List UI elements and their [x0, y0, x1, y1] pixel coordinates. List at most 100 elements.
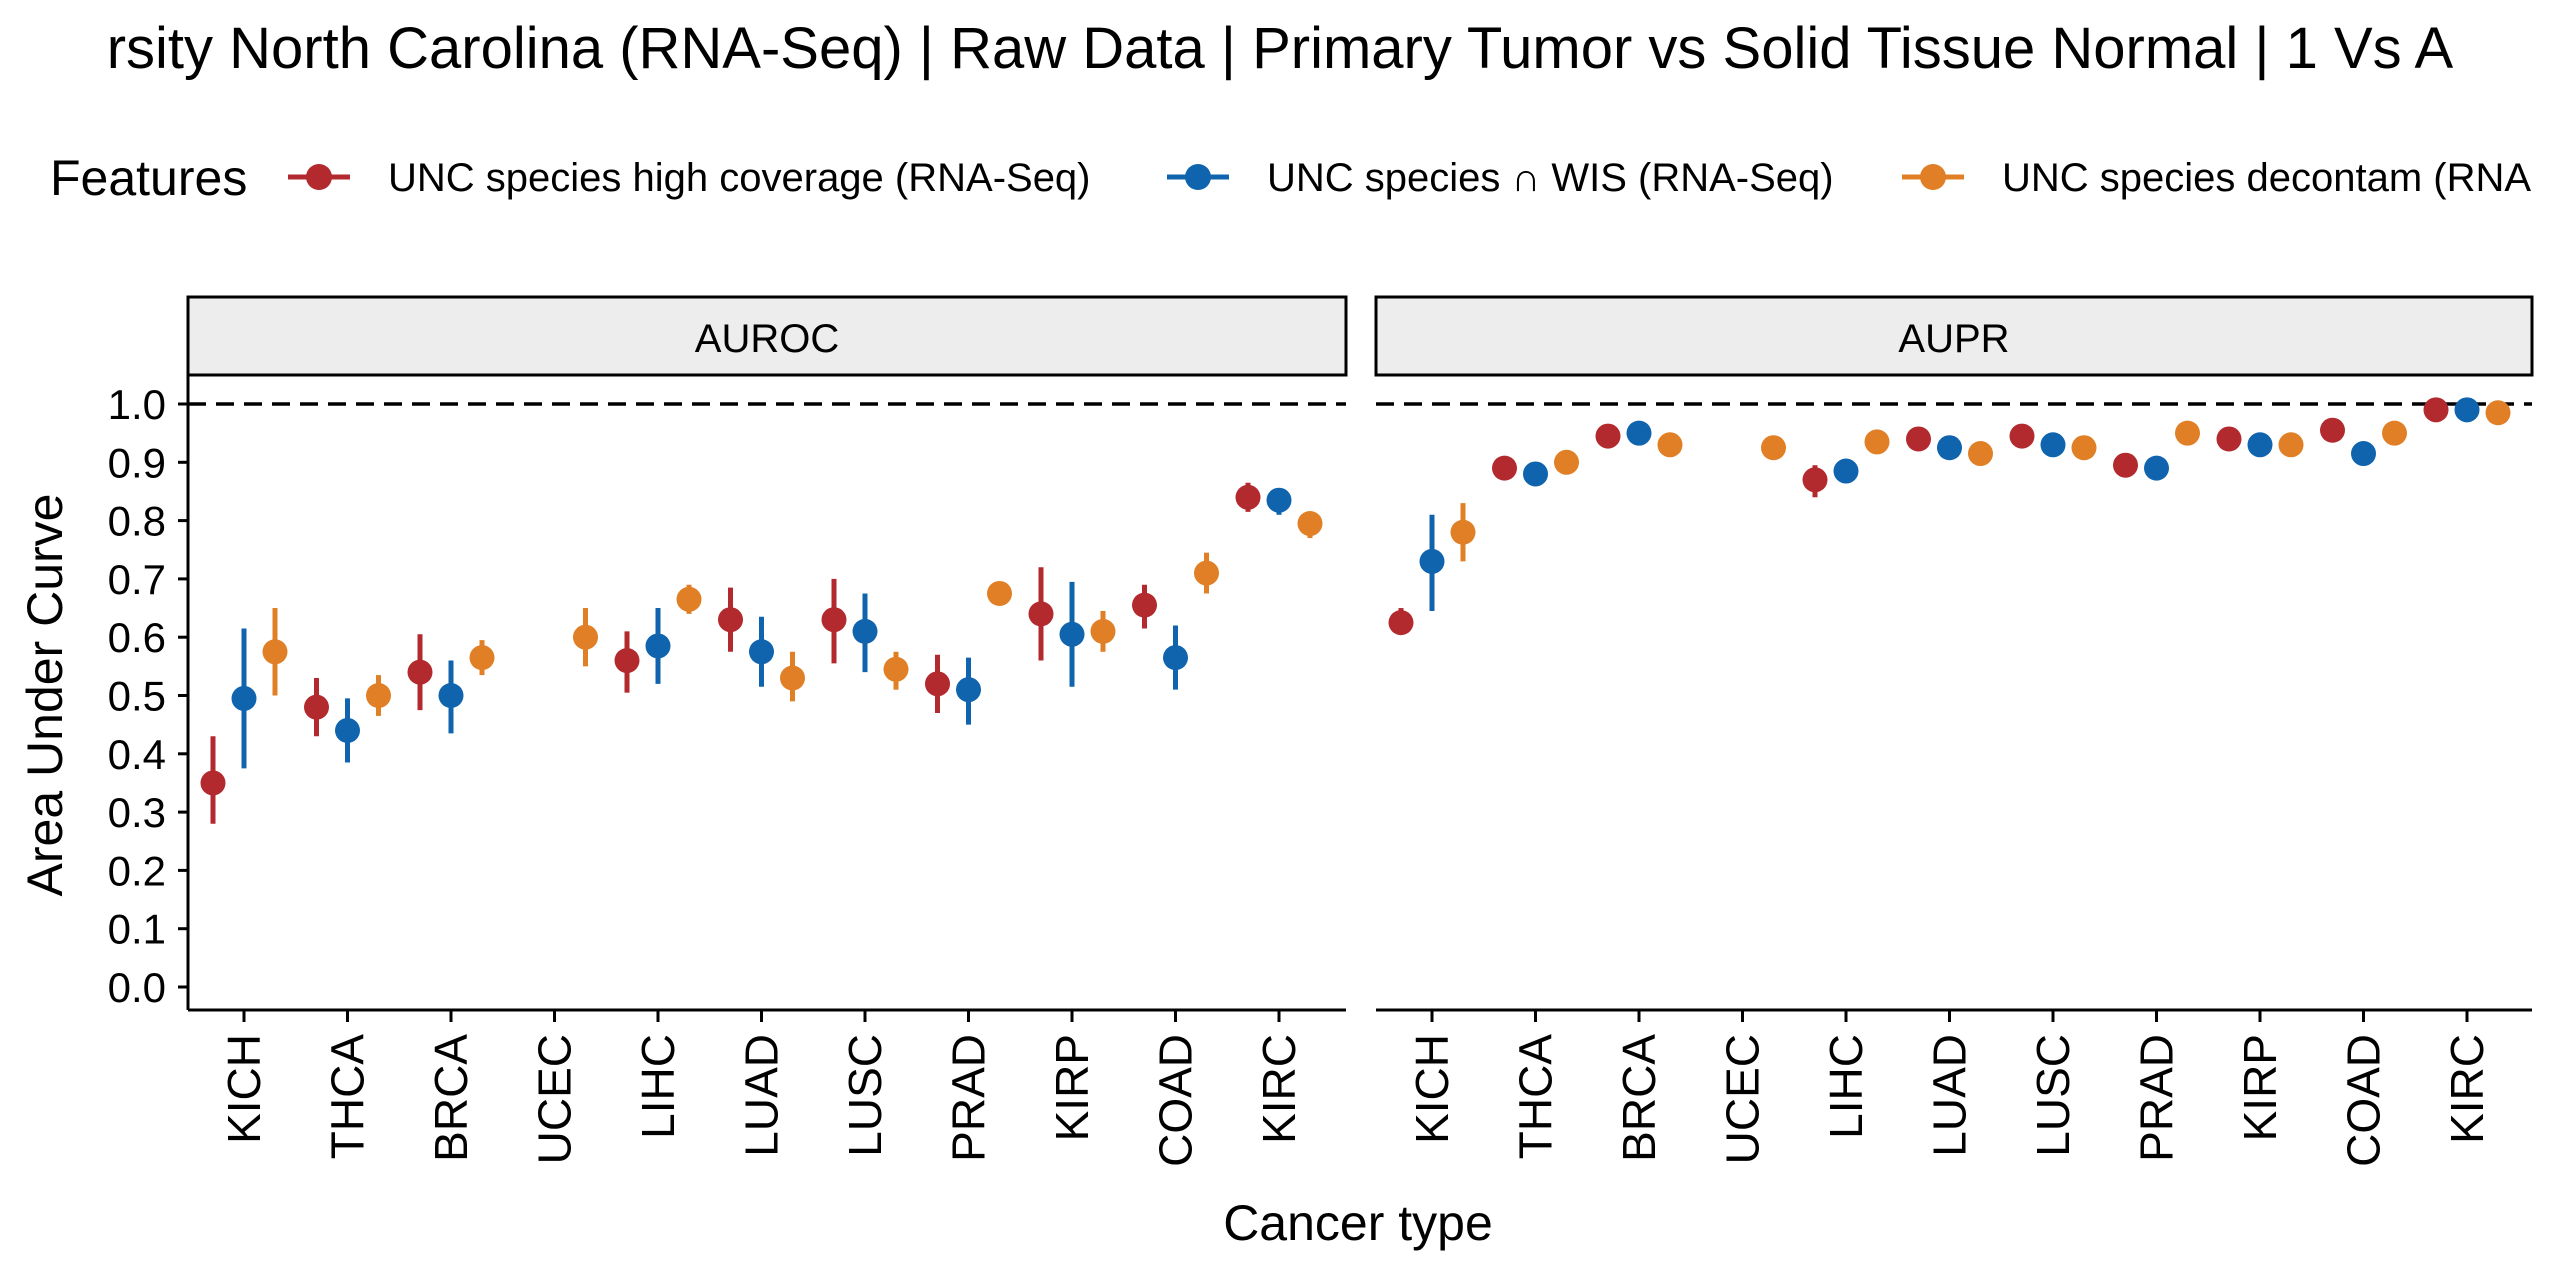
legend-title: Features: [50, 150, 247, 206]
x-tick-label: BRCA: [425, 1034, 477, 1162]
series-2: [231, 487, 1292, 769]
data-point: [1833, 458, 1859, 484]
data-point: [987, 580, 1012, 606]
x-tick-label: PRAD: [943, 1034, 995, 1162]
data-point: [1937, 435, 1962, 461]
data-point: [2351, 441, 2376, 467]
data-point: [2040, 432, 2066, 458]
data-point: [1657, 432, 1683, 458]
x-tick-label: LUAD: [1924, 1034, 1976, 1157]
legend: Features UNC species high coverage (RNA-…: [50, 150, 2531, 206]
x-tick-label: LIHC: [1820, 1034, 1872, 1139]
data-point: [1595, 423, 1621, 449]
data-point: [2216, 426, 2242, 452]
legend-key-point: [306, 164, 332, 190]
legend-label: UNC species high coverage (RNA-Seq): [388, 156, 1091, 200]
chart-title: rsity North Carolina (RNA-Seq) | Raw Dat…: [107, 16, 2454, 81]
legend-key-point: [1185, 164, 1211, 190]
y-tick-label: 0.7: [108, 556, 166, 603]
x-tick-label: KIRC: [1253, 1034, 1305, 1144]
data-point: [1194, 560, 1219, 586]
x-tick-label: THCA: [322, 1034, 374, 1160]
x-tick-label: LIHC: [632, 1034, 684, 1139]
data-point: [1554, 449, 1579, 475]
data-point: [2071, 435, 2097, 461]
x-tick-label: PRAD: [2131, 1034, 2183, 1162]
series-3: [1450, 400, 2511, 562]
data-point: [2454, 397, 2480, 423]
legend-entry: UNC species ∩ WIS (RNA-Seq): [1167, 156, 1834, 200]
x-tick-label: LUSC: [839, 1034, 891, 1157]
x-tick-label: KIRP: [2234, 1034, 2286, 1141]
series-3: [262, 511, 1323, 716]
data-point: [925, 671, 950, 697]
data-point: [1968, 441, 1993, 467]
data-point: [1059, 621, 1085, 647]
data-point: [1297, 511, 1323, 537]
x-tick-label: UCEC: [1717, 1034, 1769, 1164]
y-tick-label: 0.0: [108, 964, 166, 1011]
data-point: [2382, 420, 2407, 446]
data-point: [821, 607, 847, 633]
series-2: [1419, 397, 2480, 611]
x-tick-label: KIRP: [1046, 1034, 1098, 1141]
data-point: [956, 677, 981, 703]
data-point: [1090, 618, 1116, 644]
data-point: [2320, 417, 2345, 443]
data-point: [1864, 429, 1890, 455]
data-point: [262, 639, 288, 665]
data-point: [2247, 432, 2273, 458]
data-point: [1761, 435, 1786, 461]
y-tick-label: 0.8: [108, 498, 166, 545]
y-tick-label: 1.0: [108, 381, 166, 428]
data-point: [718, 607, 743, 633]
data-point: [231, 685, 257, 711]
data-point: [1450, 519, 1476, 545]
legend-entries: UNC species high coverage (RNA-Seq) UNC s…: [288, 156, 2531, 200]
data-point: [883, 656, 909, 682]
panel-auroc: AUROC 0.0 0.1 0.2 0.3 0.4 0.5 0.6 0.7 0.8 0.9 1.0 KI…: [108, 295, 1348, 1167]
data-point: [1802, 467, 1828, 493]
data-point: [1523, 461, 1548, 487]
data-point: [1388, 610, 1414, 636]
data-point: [1492, 455, 1517, 481]
data-point: [438, 683, 464, 708]
data-point: [1132, 592, 1157, 618]
facet-strip: [186, 295, 1348, 377]
series-1: [200, 482, 1261, 824]
data-point: [573, 624, 598, 650]
data-point: [614, 648, 640, 674]
x-axis-title: Cancer type: [1223, 1195, 1493, 1251]
data-point: [335, 717, 360, 743]
x-tick-label: BRCA: [1613, 1034, 1665, 1162]
data-point: [1028, 601, 1054, 627]
data-point: [749, 639, 774, 665]
x-tick-label: COAD: [2338, 1034, 2390, 1167]
y-tick-label: 0.9: [108, 439, 166, 486]
facet-strip-label: AUPR: [1898, 317, 2009, 361]
data-point: [2144, 455, 2169, 481]
x-tick-label: KIRC: [2441, 1034, 2493, 1144]
y-axis-title: Area Under Curve: [17, 494, 73, 897]
y-tick-label: 0.1: [108, 906, 166, 953]
data-point: [304, 694, 329, 720]
data-point: [645, 633, 671, 659]
data-point: [676, 586, 702, 612]
data-point: [1626, 420, 1652, 446]
x-tick-label: THCA: [1510, 1034, 1562, 1160]
x-tick-label: KICH: [1406, 1034, 1458, 1144]
y-tick-label: 0.3: [108, 789, 166, 836]
x-tick-label: UCEC: [529, 1034, 581, 1164]
legend-key-point: [1920, 164, 1946, 190]
x-tick-label: KICH: [218, 1034, 270, 1144]
data-point: [407, 659, 433, 685]
data-point: [780, 665, 805, 691]
legend-entry: UNC species decontam (RNA: [1902, 156, 2531, 200]
x-tick-label: COAD: [1150, 1034, 1202, 1167]
y-tick-label: 0.4: [108, 731, 166, 778]
data-point: [1235, 484, 1261, 510]
data-point: [200, 770, 226, 796]
data-point: [1163, 645, 1188, 671]
legend-label: UNC species decontam (RNA: [2002, 156, 2531, 200]
series-1: [1388, 397, 2449, 636]
